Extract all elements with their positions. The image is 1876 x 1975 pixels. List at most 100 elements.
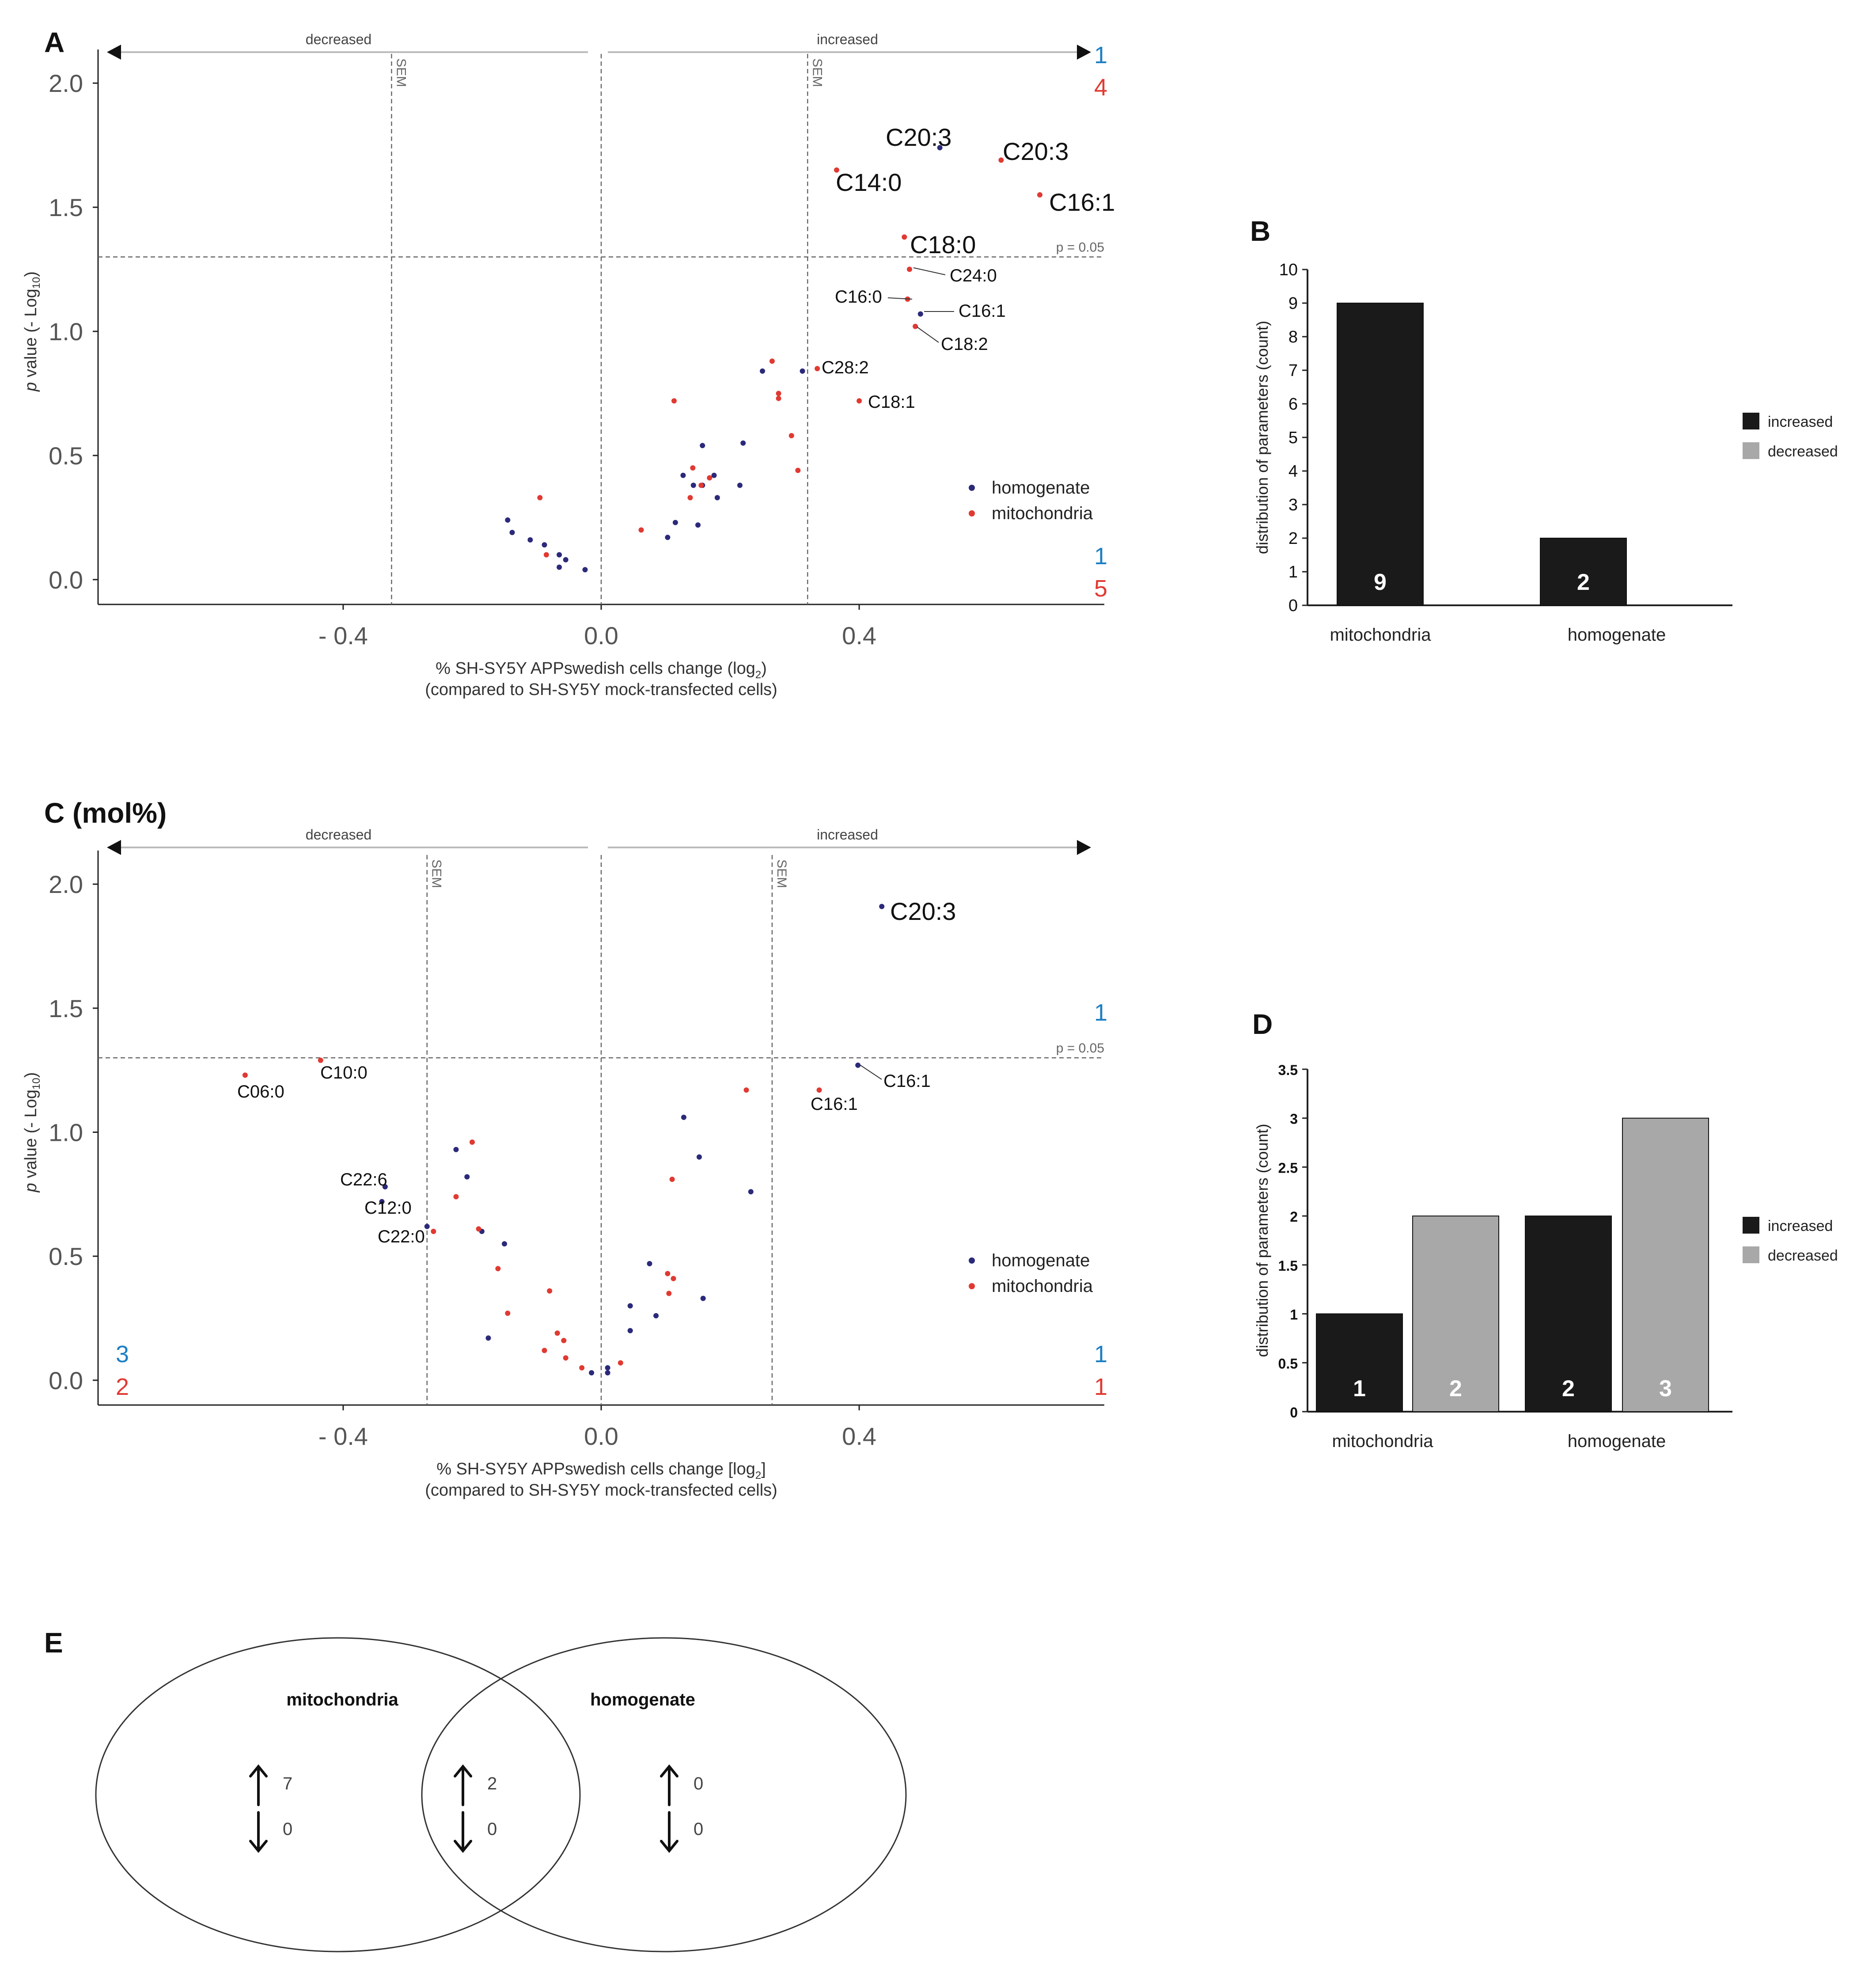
y-tick-label: 0.5 [49,1242,83,1270]
legend-label-increased: increased [1768,414,1833,430]
direction-arrow-right-head [1077,45,1091,60]
panel-b-bar-chart: B 0 1 2 3 4 5 6 7 8 9 10 distribution of parameters … [1250,215,1838,645]
category-label-homogenate: homogenate [1568,1432,1666,1451]
homogenate-point [605,1370,610,1376]
legend-marker-mitochondria [969,510,975,517]
y-tick-label: 2.5 [1278,1160,1298,1176]
x-tick-label: 0.4 [842,622,876,649]
legend-swatch-increased [1743,1217,1759,1234]
y-axis-label-italic-p: p [22,1183,40,1193]
mitochondria-point [816,1087,822,1093]
y-tick-label: 0.5 [49,442,83,470]
mitochondria-point [698,482,704,488]
bar-value-label: 2 [1577,570,1590,595]
y-tick-label: 2.0 [49,870,83,898]
annotation-label: C22:6 [340,1170,387,1189]
sem-label: SEM [429,859,444,888]
up-arrow-icon [249,1764,268,1806]
x-axis-label-close: ) [761,659,767,678]
y-axis-label: distribution of parameters (count) [1253,1124,1271,1357]
homogenate-point [695,522,701,528]
legend-label-mitochondria: mitochondria [992,1276,1093,1296]
venn-count-down-homogenate-only: 0 [694,1819,703,1839]
annotation-label: C24:0 [950,266,997,285]
mitochondria-point [453,1194,459,1200]
x-axis-label-text: % SH-SY5Y APPswedish cells change (log [436,659,755,678]
up-arrow-icon [454,1764,472,1806]
venn-count-up-homogenate-only: 0 [694,1774,703,1793]
mitochondria-point [669,1177,675,1182]
homogenate-point [589,1370,595,1376]
category-label-mitochondria: mitochondria [1332,1432,1433,1451]
down-arrow-icon [249,1811,268,1853]
y-tick-label: 1.5 [49,995,83,1022]
homogenate-point [800,368,805,374]
y-tick-label: 9 [1289,294,1298,313]
legend-label-increased: increased [1768,1218,1833,1234]
y-axis-label-italic-p: p [22,382,40,392]
y-tick-label: 0 [1289,596,1298,615]
legend-label-homogenate: homogenate [992,478,1090,498]
down-arrow-icon [454,1811,472,1853]
mitochondria-point [690,465,696,471]
x-tick-label: - 0.4 [318,622,368,649]
count-bottom_right_blue: 1 [1094,543,1107,570]
mitochondria-point [618,1360,623,1366]
mitochondria-point [542,1348,547,1353]
x-axis-label-line1: % SH-SY5Y APPswedish cells change [log2] [436,1460,766,1481]
annotation-label: C18:0 [910,231,976,258]
y-tick-label: 5 [1289,429,1298,447]
mitochondria-point [537,495,543,501]
mitochondria-point [907,266,913,272]
homogenate-point [740,440,746,446]
mitochondria-point [666,1291,672,1296]
x-axis-label-line1: % SH-SY5Y APPswedish cells change (log2) [436,659,767,681]
y-axis-label-text: value (- Log [22,289,40,382]
count-bottom_right_red: 1 [1094,1374,1107,1400]
annotation-label: C22:0 [378,1227,425,1246]
annotation-label: C28:2 [822,358,869,377]
y-tick-label: 2 [1290,1209,1298,1225]
bar-increased-homogenate [1540,538,1627,606]
count-bottom_right_red: 5 [1094,575,1107,602]
panel-label: E [44,1627,63,1659]
homogenate-point [464,1174,470,1180]
homogenate-point [382,1184,388,1189]
x-tick-label: 0.0 [584,1422,618,1450]
mitochondria-point [671,398,677,404]
category-label-mitochondria: mitochondria [1330,625,1431,645]
up-arrow-icon [660,1764,678,1806]
bar-decreased-mitochondria [1412,1215,1499,1412]
bar-value-label: 3 [1659,1376,1672,1401]
homogenate-point [453,1147,459,1152]
y-tick-label: 1.5 [1278,1258,1298,1274]
mitochondria-point [998,157,1004,163]
y-tick-label: 3.5 [1278,1062,1298,1078]
homogenate-point [681,1114,686,1120]
y-tick-label: 2.0 [49,69,83,97]
y-axis-label-subscript: 10 [30,277,42,289]
direction-arrow-right-head [1077,840,1091,855]
homogenate-point [501,1241,507,1247]
mitochondria-point [776,391,781,396]
homogenate-point [627,1303,633,1309]
y-tick-label: 0.0 [49,1367,83,1394]
y-tick-label: 8 [1289,328,1298,346]
homogenate-point [879,904,885,909]
y-axis-label-close: ) [22,271,40,277]
direction-label-decreased: decreased [306,827,371,843]
homogenate-point [665,535,671,540]
annotation-label: C18:2 [941,334,988,354]
homogenate-point [605,1365,610,1371]
count-bottom_left_red: 2 [116,1374,129,1400]
annotation-label: C14:0 [836,168,902,196]
x-tick-label: 0.0 [584,622,618,649]
annotation-label: C16:1 [811,1094,858,1114]
mitochondria-point [665,1271,671,1276]
homogenate-point [379,1199,385,1204]
venn-count-up-mitochondria-only: 7 [283,1774,292,1793]
homogenate-point [711,472,717,478]
annotation-leader [860,1065,882,1080]
mitochondria-point [707,475,713,481]
sem-label: SEM [774,859,789,888]
